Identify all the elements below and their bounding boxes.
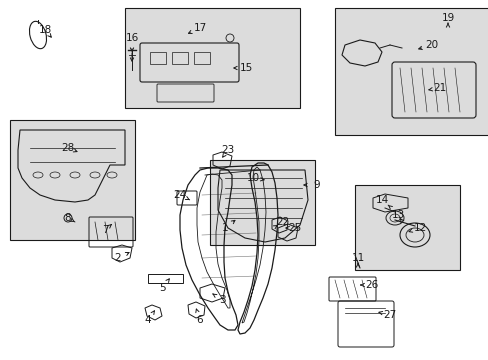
- Text: 1: 1: [221, 223, 228, 233]
- Text: 17: 17: [193, 23, 206, 33]
- Bar: [194, 52, 209, 64]
- Text: 28: 28: [61, 143, 75, 153]
- Text: 2: 2: [115, 253, 121, 263]
- Text: 3: 3: [218, 295, 225, 305]
- Text: 7: 7: [102, 225, 108, 235]
- Bar: [150, 52, 165, 64]
- Text: 22: 22: [276, 217, 289, 227]
- Bar: [172, 52, 187, 64]
- Text: 23: 23: [221, 145, 234, 155]
- Text: 21: 21: [432, 83, 446, 93]
- Text: 26: 26: [365, 280, 378, 290]
- Bar: [10, 120, 135, 240]
- Text: 8: 8: [64, 213, 71, 223]
- Text: 20: 20: [425, 40, 438, 50]
- Bar: [125, 8, 299, 108]
- Text: 15: 15: [239, 63, 252, 73]
- Text: 4: 4: [144, 315, 151, 325]
- Text: 13: 13: [390, 210, 404, 220]
- Text: 12: 12: [412, 223, 426, 233]
- Bar: [354, 185, 459, 270]
- Bar: [334, 8, 488, 135]
- Text: 14: 14: [375, 195, 388, 205]
- Text: 18: 18: [38, 25, 52, 35]
- Text: 6: 6: [196, 315, 203, 325]
- Text: 9: 9: [313, 180, 320, 190]
- Text: 27: 27: [383, 310, 396, 320]
- Text: 19: 19: [441, 13, 454, 23]
- Text: 5: 5: [159, 283, 165, 293]
- Bar: [148, 274, 183, 283]
- Text: 11: 11: [351, 253, 364, 263]
- Text: 10: 10: [246, 173, 259, 183]
- Text: 16: 16: [125, 33, 138, 43]
- Text: 25: 25: [288, 223, 301, 233]
- Bar: [209, 160, 314, 245]
- Text: 24: 24: [173, 190, 186, 200]
